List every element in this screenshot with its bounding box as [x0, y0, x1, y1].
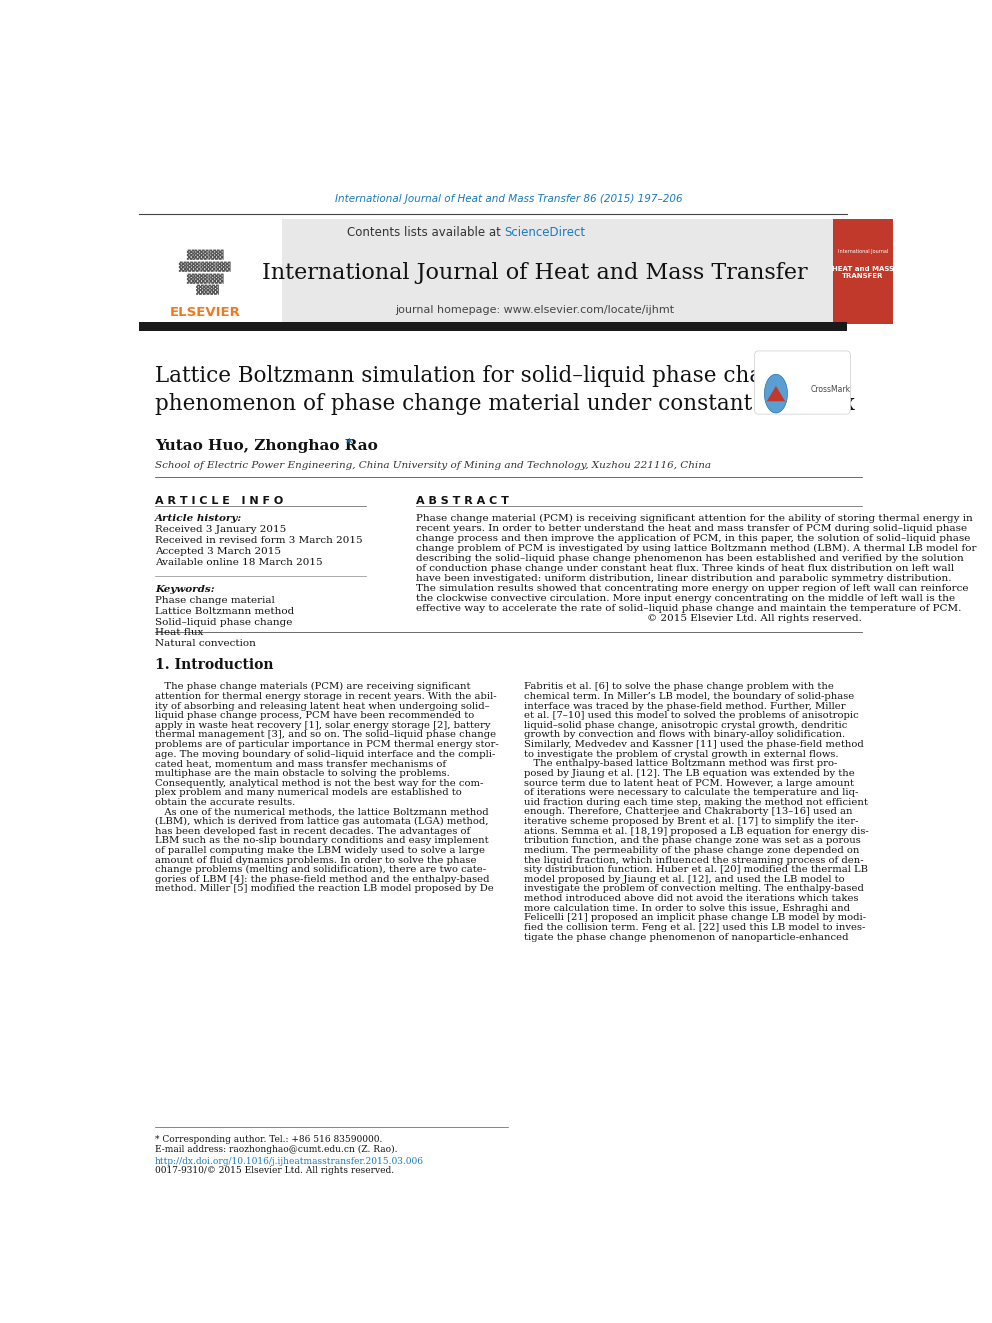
Text: uid fraction during each time step, making the method not efficient: uid fraction during each time step, maki… [524, 798, 868, 807]
Text: liquid–solid phase change, anisotropic crystal growth, dendritic: liquid–solid phase change, anisotropic c… [524, 721, 847, 730]
Text: of parallel computing make the LBM widely used to solve a large: of parallel computing make the LBM widel… [155, 845, 485, 855]
Text: change process and then improve the application of PCM, in this paper, the solut: change process and then improve the appl… [417, 533, 970, 542]
Text: source term due to latent heat of PCM. However, a large amount: source term due to latent heat of PCM. H… [524, 779, 854, 787]
Text: Felicelli [21] proposed an implicit phase change LB model by modi-: Felicelli [21] proposed an implicit phas… [524, 913, 866, 922]
Ellipse shape [765, 374, 788, 413]
Text: A B S T R A C T: A B S T R A C T [417, 496, 509, 505]
Text: chemical term. In Miller’s LB model, the boundary of solid-phase: chemical term. In Miller’s LB model, the… [524, 692, 854, 701]
Text: http://dx.doi.org/10.1016/j.ijheatmasstransfer.2015.03.006: http://dx.doi.org/10.1016/j.ijheatmasstr… [155, 1156, 424, 1166]
Text: The enthalpy-based lattice Boltzmann method was first pro-: The enthalpy-based lattice Boltzmann met… [524, 759, 837, 769]
Text: the clockwise convective circulation. More input energy concentrating on the mid: the clockwise convective circulation. Mo… [417, 594, 955, 603]
Text: Yutao Huo, Zhonghao Rao: Yutao Huo, Zhonghao Rao [155, 439, 378, 452]
Text: fied the collision term. Feng et al. [22] used this LB model to inves-: fied the collision term. Feng et al. [22… [524, 923, 865, 931]
Text: posed by Jiaung et al. [12]. The LB equation was extended by the: posed by Jiaung et al. [12]. The LB equa… [524, 769, 854, 778]
Text: investigate the problem of convection melting. The enthalpy-based: investigate the problem of convection me… [524, 885, 864, 893]
Text: has been developed fast in recent decades. The advantages of: has been developed fast in recent decade… [155, 827, 470, 836]
Text: Similarly, Medvedev and Kassner [11] used the phase-field method: Similarly, Medvedev and Kassner [11] use… [524, 740, 863, 749]
Text: Natural convection: Natural convection [155, 639, 256, 648]
Text: ScienceDirect: ScienceDirect [505, 226, 585, 239]
Text: thermal management [3], and so on. The solid–liquid phase change: thermal management [3], and so on. The s… [155, 730, 496, 740]
Text: enough. Therefore, Chatterjee and Chakraborty [13–16] used an: enough. Therefore, Chatterjee and Chakra… [524, 807, 852, 816]
Text: change problems (melting and solidification), there are two cate-: change problems (melting and solidificat… [155, 865, 486, 875]
Text: Heat flux: Heat flux [155, 628, 203, 638]
Text: Received in revised form 3 March 2015: Received in revised form 3 March 2015 [155, 536, 362, 545]
Text: of iterations were necessary to calculate the temperature and liq-: of iterations were necessary to calculat… [524, 789, 858, 798]
Text: Consequently, analytical method is not the best way for the com-: Consequently, analytical method is not t… [155, 779, 483, 787]
Text: multiphase are the main obstacle to solving the problems.: multiphase are the main obstacle to solv… [155, 769, 449, 778]
Text: 0017-9310/© 2015 Elsevier Ltd. All rights reserved.: 0017-9310/© 2015 Elsevier Ltd. All right… [155, 1166, 394, 1175]
Text: et al. [7–10] used this model to solved the problems of anisotropic: et al. [7–10] used this model to solved … [524, 712, 858, 720]
Text: more calculation time. In order to solve this issue, Eshraghi and: more calculation time. In order to solve… [524, 904, 850, 913]
Text: method introduced above did not avoid the iterations which takes: method introduced above did not avoid th… [524, 894, 858, 904]
Text: Contents lists available at: Contents lists available at [347, 226, 505, 239]
Text: cated heat, momentum and mass transfer mechanisms of: cated heat, momentum and mass transfer m… [155, 759, 445, 769]
Text: describing the solid–liquid phase change phenomenon has been established and ver: describing the solid–liquid phase change… [417, 554, 964, 562]
Text: * Corresponding author. Tel.: +86 516 83590000.: * Corresponding author. Tel.: +86 516 83… [155, 1135, 382, 1144]
Text: apply in waste heat recovery [1], solar energy storage [2], battery: apply in waste heat recovery [1], solar … [155, 721, 490, 730]
Text: iterative scheme proposed by Brent et al. [17] to simplify the iter-: iterative scheme proposed by Brent et al… [524, 818, 858, 826]
Text: tigate the phase change phenomenon of nanoparticle-enhanced: tigate the phase change phenomenon of na… [524, 933, 848, 942]
Text: the liquid fraction, which influenced the streaming process of den-: the liquid fraction, which influenced th… [524, 856, 863, 865]
Text: As one of the numerical methods, the lattice Boltzmann method: As one of the numerical methods, the lat… [155, 807, 488, 816]
Text: Received 3 January 2015: Received 3 January 2015 [155, 525, 286, 534]
Text: Article history:: Article history: [155, 513, 242, 523]
Text: School of Electric Power Engineering, China University of Mining and Technology,: School of Electric Power Engineering, Ch… [155, 462, 710, 471]
Text: effective way to accelerate the rate of solid–liquid phase change and maintain t: effective way to accelerate the rate of … [417, 603, 961, 613]
Text: Fabritis et al. [6] to solve the phase change problem with the: Fabritis et al. [6] to solve the phase c… [524, 683, 833, 692]
Text: CrossMark: CrossMark [810, 385, 851, 394]
Text: change problem of PCM is investigated by using lattice Boltzmann method (LBM). A: change problem of PCM is investigated by… [417, 544, 977, 553]
Text: 1. Introduction: 1. Introduction [155, 658, 273, 672]
Text: Phase change material: Phase change material [155, 597, 275, 605]
Text: (LBM), which is derived from lattice gas automata (LGA) method,: (LBM), which is derived from lattice gas… [155, 818, 488, 827]
Text: Keywords:: Keywords: [155, 585, 214, 594]
Text: International Journal: International Journal [837, 249, 888, 254]
Text: liquid phase change process, PCM have been recommended to: liquid phase change process, PCM have be… [155, 712, 474, 720]
Text: to investigate the problem of crystal growth in external flows.: to investigate the problem of crystal gr… [524, 750, 838, 758]
Text: age. The moving boundary of solid–liquid interface and the compli-: age. The moving boundary of solid–liquid… [155, 750, 495, 758]
Text: International Journal of Heat and Mass Transfer: International Journal of Heat and Mass T… [263, 262, 808, 283]
Text: ity of absorbing and releasing latent heat when undergoing solid–: ity of absorbing and releasing latent he… [155, 701, 489, 710]
Text: recent years. In order to better understand the heat and mass transfer of PCM du: recent years. In order to better underst… [417, 524, 967, 533]
Text: journal homepage: www.elsevier.com/locate/ijhmt: journal homepage: www.elsevier.com/locat… [396, 304, 675, 315]
Text: ▓▓▓▓▓
▓▓▓▓▓▓▓
▓▓▓▓▓
  ▓▓▓: ▓▓▓▓▓ ▓▓▓▓▓▓▓ ▓▓▓▓▓ ▓▓▓ [179, 250, 231, 295]
Text: Available online 18 March 2015: Available online 18 March 2015 [155, 557, 322, 566]
Bar [139, 218, 282, 324]
Bar [139, 218, 847, 324]
Text: attention for thermal energy storage in recent years. With the abil-: attention for thermal energy storage in … [155, 692, 496, 701]
Text: amount of fluid dynamics problems. In order to solve the phase: amount of fluid dynamics problems. In or… [155, 856, 476, 865]
Text: ELSEVIER: ELSEVIER [170, 306, 240, 319]
Bar [139, 321, 847, 331]
Text: of conduction phase change under constant heat flux. Three kinds of heat flux di: of conduction phase change under constan… [417, 564, 954, 573]
Text: LBM such as the no-slip boundary conditions and easy implement: LBM such as the no-slip boundary conditi… [155, 836, 488, 845]
Text: The phase change materials (PCM) are receiving significant: The phase change materials (PCM) are rec… [155, 683, 470, 692]
Text: Lattice Boltzmann simulation for solid–liquid phase change
phenomenon of phase c: Lattice Boltzmann simulation for solid–l… [155, 365, 855, 415]
Text: Accepted 3 March 2015: Accepted 3 March 2015 [155, 546, 281, 556]
Text: *: * [346, 437, 353, 450]
Text: Lattice Boltzmann method: Lattice Boltzmann method [155, 607, 294, 617]
Text: HEAT and MASS
TRANSFER: HEAT and MASS TRANSFER [832, 266, 894, 279]
Text: growth by convection and flows with binary-alloy solidification.: growth by convection and flows with bina… [524, 730, 845, 740]
Text: medium. The permeability of the phase change zone depended on: medium. The permeability of the phase ch… [524, 845, 859, 855]
FancyBboxPatch shape [755, 351, 850, 414]
Text: gories of LBM [4]: the phase-field method and the enthalpy-based: gories of LBM [4]: the phase-field metho… [155, 875, 489, 884]
Text: problems are of particular importance in PCM thermal energy stor-: problems are of particular importance in… [155, 740, 499, 749]
Text: ations. Semma et al. [18,19] proposed a LB equation for energy dis-: ations. Semma et al. [18,19] proposed a … [524, 827, 869, 836]
Text: have been investigated: uniform distribution, linear distribution and parabolic : have been investigated: uniform distribu… [417, 574, 951, 583]
Text: plex problem and many numerical models are established to: plex problem and many numerical models a… [155, 789, 461, 798]
Text: method. Miller [5] modified the reaction LB model proposed by De: method. Miller [5] modified the reaction… [155, 885, 493, 893]
Text: tribution function, and the phase change zone was set as a porous: tribution function, and the phase change… [524, 836, 860, 845]
Text: interface was traced by the phase-field method. Further, Miller: interface was traced by the phase-field … [524, 701, 845, 710]
Text: © 2015 Elsevier Ltd. All rights reserved.: © 2015 Elsevier Ltd. All rights reserved… [647, 614, 862, 623]
Text: A R T I C L E   I N F O: A R T I C L E I N F O [155, 496, 283, 505]
Text: Solid–liquid phase change: Solid–liquid phase change [155, 618, 292, 627]
Text: Phase change material (PCM) is receiving significant attention for the ability o: Phase change material (PCM) is receiving… [417, 513, 973, 523]
Text: obtain the accurate results.: obtain the accurate results. [155, 798, 295, 807]
Polygon shape [767, 386, 786, 401]
Text: model proposed by Jiaung et al. [12], and used the LB model to: model proposed by Jiaung et al. [12], an… [524, 875, 844, 884]
Text: The simulation results showed that concentrating more energy on upper region of : The simulation results showed that conce… [417, 583, 968, 593]
Bar [833, 218, 893, 324]
Text: International Journal of Heat and Mass Transfer 86 (2015) 197–206: International Journal of Heat and Mass T… [334, 193, 682, 204]
Text: E-mail address: raozhonghao@cumt.edu.cn (Z. Rao).: E-mail address: raozhonghao@cumt.edu.cn … [155, 1146, 397, 1154]
Text: sity distribution function. Huber et al. [20] modified the thermal LB: sity distribution function. Huber et al.… [524, 865, 868, 875]
